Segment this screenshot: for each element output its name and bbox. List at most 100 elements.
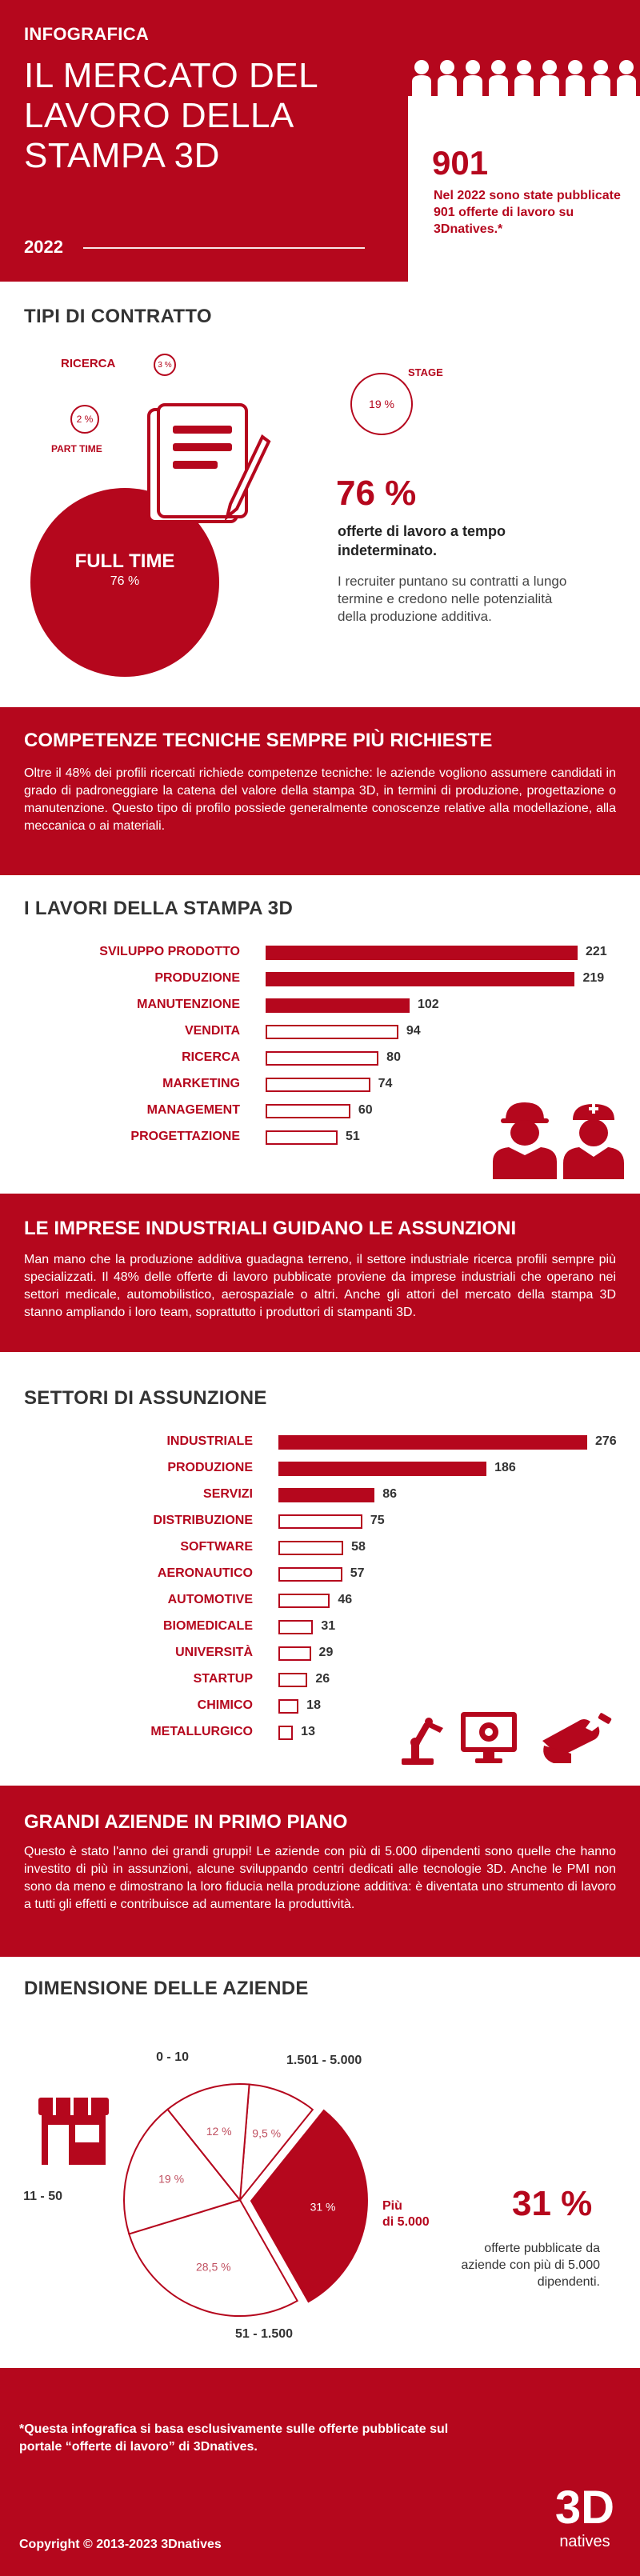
bar	[278, 1514, 362, 1529]
bar	[278, 1488, 375, 1502]
bar-value-label: 57	[350, 1566, 365, 1580]
bar-label: MANAGEMENT	[146, 1103, 240, 1117]
bar	[278, 1541, 344, 1555]
bar	[266, 1051, 379, 1066]
industry-band-title: LE IMPRESE INDUSTRIALI GUIDANO LE ASSUNZ…	[24, 1218, 517, 1239]
bar-label: CHIMICO	[197, 1698, 253, 1712]
logo-main: 3D	[554, 2482, 615, 2534]
header-divider	[83, 247, 365, 249]
bar-value-label: 221	[586, 945, 607, 958]
logo-sub: natives	[559, 2533, 610, 2550]
bar-value-label: 94	[406, 1024, 421, 1038]
company-size-title: DIMENSIONE DELLE AZIENDE	[24, 1978, 309, 1999]
bar-label: RICERCA	[182, 1050, 240, 1064]
contract-label-ricerca: RICERCA	[61, 357, 116, 370]
bar-value-label: 51	[346, 1130, 360, 1143]
bar	[266, 998, 410, 1013]
skills-band-title: COMPETENZE TECNICHE SEMPRE PIÙ RICHIESTE	[24, 730, 493, 751]
bar-value-label: 80	[386, 1050, 401, 1064]
bar-value-label: 276	[595, 1434, 617, 1448]
bar-label: PRODUZIONE	[167, 1461, 253, 1474]
bar-value-label: 13	[301, 1725, 315, 1738]
bar	[266, 1078, 370, 1092]
bar-value-label: 102	[418, 998, 439, 1011]
bar	[278, 1620, 314, 1634]
contract-label-fulltime: FULL TIME	[74, 550, 175, 572]
header-stat-number: 901	[432, 144, 489, 182]
bar	[266, 946, 578, 960]
bar	[278, 1435, 587, 1450]
bar-value-label: 219	[582, 971, 605, 985]
industry-band	[0, 1194, 640, 1352]
contract-value-ricerca: 3 %	[154, 354, 176, 376]
bar-value-label: 74	[378, 1077, 393, 1090]
bar	[278, 1699, 299, 1714]
bar-label: PRODUZIONE	[154, 971, 240, 985]
bar-label: BIOMEDICALE	[163, 1619, 253, 1633]
bar-value-label: 58	[351, 1540, 366, 1554]
company-size-big-number: 31 %	[512, 2184, 593, 2223]
bar-label: UNIVERSITÀ	[175, 1646, 253, 1659]
bar	[266, 1104, 350, 1118]
page-title: IL MERCATO DEL LAVORO DELLA STAMPA 3D	[24, 56, 318, 175]
big-companies-band-title: GRANDI AZIENDE IN PRIMO PIANO	[24, 1811, 348, 1833]
bar-label: PROGETTAZIONE	[130, 1130, 240, 1143]
bar-label: STARTUP	[193, 1672, 253, 1686]
contracts-big-number: 76 %	[336, 474, 417, 513]
contracts-big-caption: offerte di lavoro a tempo indeterminato.	[338, 523, 506, 558]
header-kicker: INFOGRAFICA	[24, 24, 150, 44]
pie-slice	[238, 2083, 314, 2203]
bar-value-label: 18	[306, 1698, 321, 1712]
pie-slice	[250, 2109, 368, 2303]
sectors-chart-title: SETTORI DI ASSUNZIONE	[24, 1387, 267, 1409]
header-stat-panel	[408, 96, 640, 282]
bar-label: AERONAUTICO	[157, 1566, 253, 1580]
pie-value-label: 12 %	[206, 2125, 232, 2138]
pie-value-label: 31 %	[310, 2200, 336, 2213]
big-companies-band	[0, 1786, 640, 1957]
industry-icons	[402, 1712, 612, 1765]
pie-category-label: 11 - 50	[23, 2190, 62, 2203]
bar-value-label: 60	[358, 1103, 373, 1117]
contract-label-parttime: PART TIME	[51, 443, 102, 454]
bar-value-label: 31	[321, 1619, 336, 1633]
bar	[278, 1462, 487, 1476]
industry-band-text: Man mano che la produzione additiva guad…	[24, 1253, 616, 1319]
document-pen-icon	[147, 403, 271, 523]
contracts-title: TIPI DI CONTRATTO	[24, 306, 212, 327]
bar-label: MANUTENZIONE	[137, 998, 240, 1011]
bar	[278, 1567, 342, 1582]
contract-value-fulltime: 76 %	[110, 574, 140, 588]
bar-value-label: 75	[370, 1514, 385, 1527]
pie-value-label: 28,5 %	[196, 2261, 231, 2274]
header-stat-text: Nel 2022 sono state pubblicate 901 offer…	[434, 189, 621, 236]
bar-label: AUTOMOTIVE	[167, 1593, 253, 1606]
pie-category-label: Più di 5.000	[382, 2199, 430, 2229]
pie-category-label: 51 - 1.500	[235, 2327, 293, 2341]
contract-label-stage: STAGE	[408, 366, 443, 378]
worker-nurse-icon	[493, 1102, 624, 1179]
bar-value-label: 46	[338, 1593, 353, 1606]
bar	[278, 1646, 311, 1661]
contract-value-stage: 19 %	[350, 373, 413, 435]
pie-category-label: 0 - 10	[156, 2050, 189, 2064]
bar	[266, 1025, 398, 1039]
bar-value-label: 29	[318, 1646, 334, 1659]
bar	[266, 1130, 338, 1145]
bar-label: VENDITA	[184, 1024, 240, 1038]
contract-value-parttime: 2 %	[70, 405, 99, 434]
company-size-pie: 9,5 % 1.501 - 5.000 31 % Più di 5.000 28,5 % 5…	[23, 2050, 430, 2341]
bar-label: MARKETING	[162, 1077, 240, 1090]
bar	[266, 972, 575, 986]
jobs-chart-title: I LAVORI DELLA STAMPA 3D	[24, 898, 294, 919]
big-companies-band-text: Questo è stato l'anno dei grandi gruppi!…	[24, 1845, 616, 1911]
contracts-note: I recruiter puntano su contratti a lungo…	[338, 574, 567, 624]
bar-label: SOFTWARE	[180, 1540, 253, 1554]
bar	[278, 1594, 330, 1608]
bar-label: SVILUPPO PRODOTTO	[99, 945, 240, 958]
people-silhouettes-icon	[412, 60, 636, 96]
pie-value-label: 9,5 %	[252, 2126, 281, 2139]
bar-value-label: 26	[315, 1672, 330, 1686]
pie-category-label: 1.501 - 5.000	[286, 2054, 362, 2067]
bar-label: SERVIZI	[203, 1487, 253, 1501]
